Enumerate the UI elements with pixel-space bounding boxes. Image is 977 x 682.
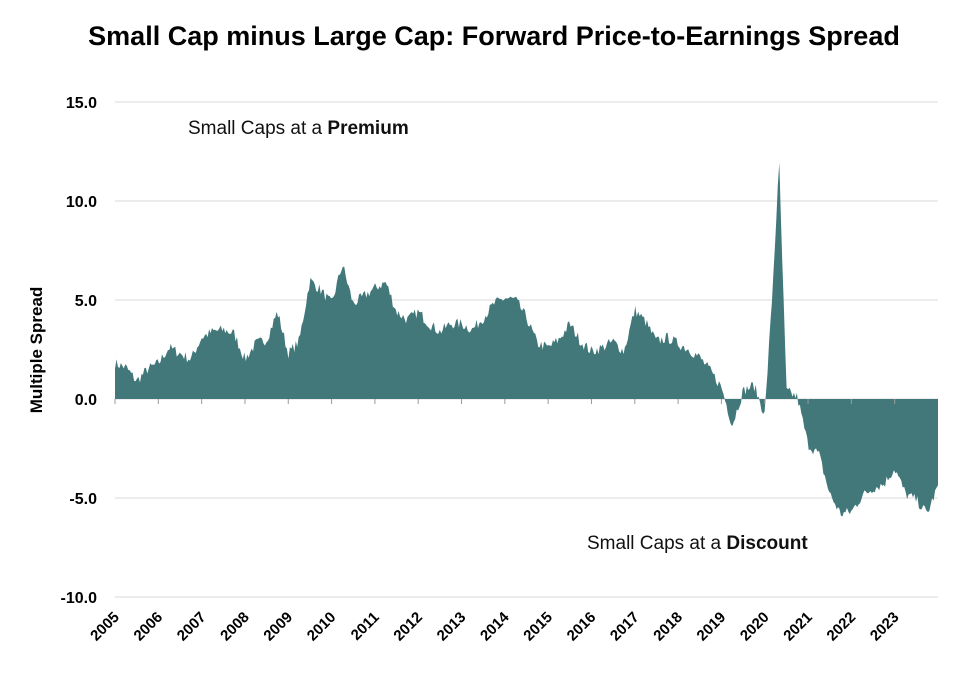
premium-annotation-bold: Premium — [327, 118, 408, 139]
x-tick-label: 2014 — [477, 608, 513, 644]
x-tick-label: 2018 — [650, 609, 686, 645]
x-tick-label: 2005 — [87, 609, 123, 645]
x-tick-label: 2022 — [824, 609, 860, 645]
x-tick-label: 2011 — [348, 609, 383, 644]
y-axis-ticks: 15.0 10.0 5.0 0.0 -5.0 -10.0 — [61, 95, 98, 607]
x-tick-label: 2023 — [867, 609, 903, 645]
x-tick-label: 2010 — [304, 609, 340, 645]
y-tick-label: 5.0 — [75, 293, 97, 310]
x-tick-label: 2021 — [780, 609, 816, 645]
spread-area — [115, 162, 938, 517]
premium-annotation-prefix: Small Caps at a — [188, 118, 327, 139]
premium-annotation: Small Caps at a Premium — [188, 118, 409, 139]
y-axis-label: Multiple Spread — [27, 287, 46, 414]
discount-annotation: Small Caps at a Discount — [587, 533, 808, 554]
x-tick-label: 2016 — [564, 609, 600, 645]
y-tick-label: -5.0 — [69, 491, 97, 508]
chart-title: Small Cap minus Large Cap: Forward Price… — [88, 21, 900, 51]
discount-annotation-prefix: Small Caps at a — [587, 533, 726, 554]
x-tick-label: 2012 — [390, 609, 426, 645]
x-tick-label: 2007 — [174, 609, 210, 645]
y-tick-label: 10.0 — [66, 194, 97, 211]
discount-annotation-bold: Discount — [726, 533, 808, 554]
x-tick-label: 2019 — [694, 609, 730, 645]
x-tick-label: 2009 — [260, 609, 296, 645]
x-tick-label: 2008 — [217, 609, 253, 645]
x-tick-label: 2020 — [737, 609, 773, 645]
y-tick-label: -10.0 — [61, 590, 98, 607]
x-tick-label: 2015 — [520, 609, 556, 645]
y-tick-label: 15.0 — [66, 95, 97, 112]
x-tick-label: 2013 — [434, 609, 470, 645]
x-tick-label: 2006 — [131, 609, 167, 645]
x-axis-ticks: 2005 2006 2007 2008 2009 2010 2011 2012 2013 2014… — [87, 399, 903, 645]
y-tick-label: 0.0 — [75, 392, 97, 409]
x-tick-label: 2017 — [607, 609, 643, 645]
